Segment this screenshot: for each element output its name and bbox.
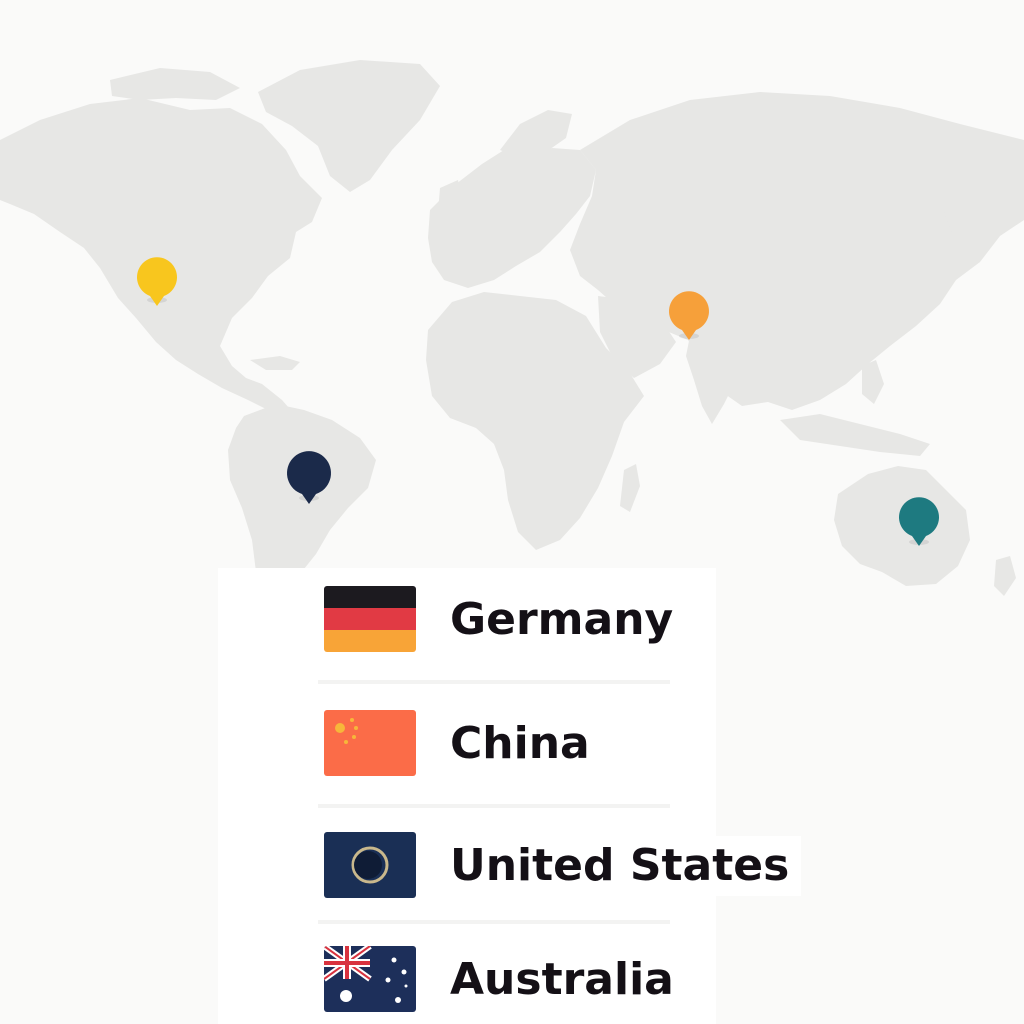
land-scandinavia	[500, 110, 572, 160]
legend-divider	[318, 680, 670, 684]
land-uk	[438, 180, 462, 220]
legend-label-germany: Germany	[450, 590, 686, 650]
land-europe	[428, 148, 596, 288]
land-south-america	[228, 404, 376, 600]
land-arctic-islands	[110, 68, 240, 100]
legend-label-china: China	[450, 714, 602, 774]
legend-divider	[318, 920, 670, 924]
map-pin-icon	[899, 497, 940, 546]
map-pin-icon	[137, 257, 177, 306]
land-philippines	[862, 360, 884, 404]
legend-divider	[318, 804, 670, 808]
marker-south-america[interactable]	[287, 451, 332, 504]
united-states-flag-icon	[324, 832, 416, 898]
map-pin-icon	[669, 291, 710, 340]
land-new-zealand	[994, 556, 1016, 596]
land-africa	[426, 292, 644, 550]
marker-south-asia[interactable]	[669, 291, 710, 340]
legend-label-australia: Australia	[450, 950, 686, 1010]
legend-item-germany[interactable]: Germany	[218, 582, 716, 692]
land-japan	[922, 212, 952, 284]
legend-item-united-states[interactable]: United States	[218, 828, 802, 938]
australia-flag-icon	[324, 946, 416, 1012]
map-pin-icon	[287, 451, 332, 504]
germany-flag-icon	[324, 586, 416, 652]
legend-item-china[interactable]: China	[218, 706, 716, 816]
land-caribbean	[250, 356, 300, 370]
marker-australia[interactable]	[899, 497, 940, 546]
country-legend: Germany China	[218, 568, 802, 1024]
land-arabia	[598, 296, 676, 378]
land-greenland	[258, 60, 440, 192]
land-north-america	[0, 98, 322, 416]
land-india	[686, 336, 744, 424]
land-indonesia	[780, 414, 930, 456]
legend-label-united-states: United States	[450, 836, 802, 896]
legend-item-australia[interactable]: Australia	[218, 942, 716, 1024]
land-madagascar	[620, 464, 640, 512]
china-flag-icon	[324, 710, 416, 776]
marker-north-america[interactable]	[137, 257, 177, 306]
